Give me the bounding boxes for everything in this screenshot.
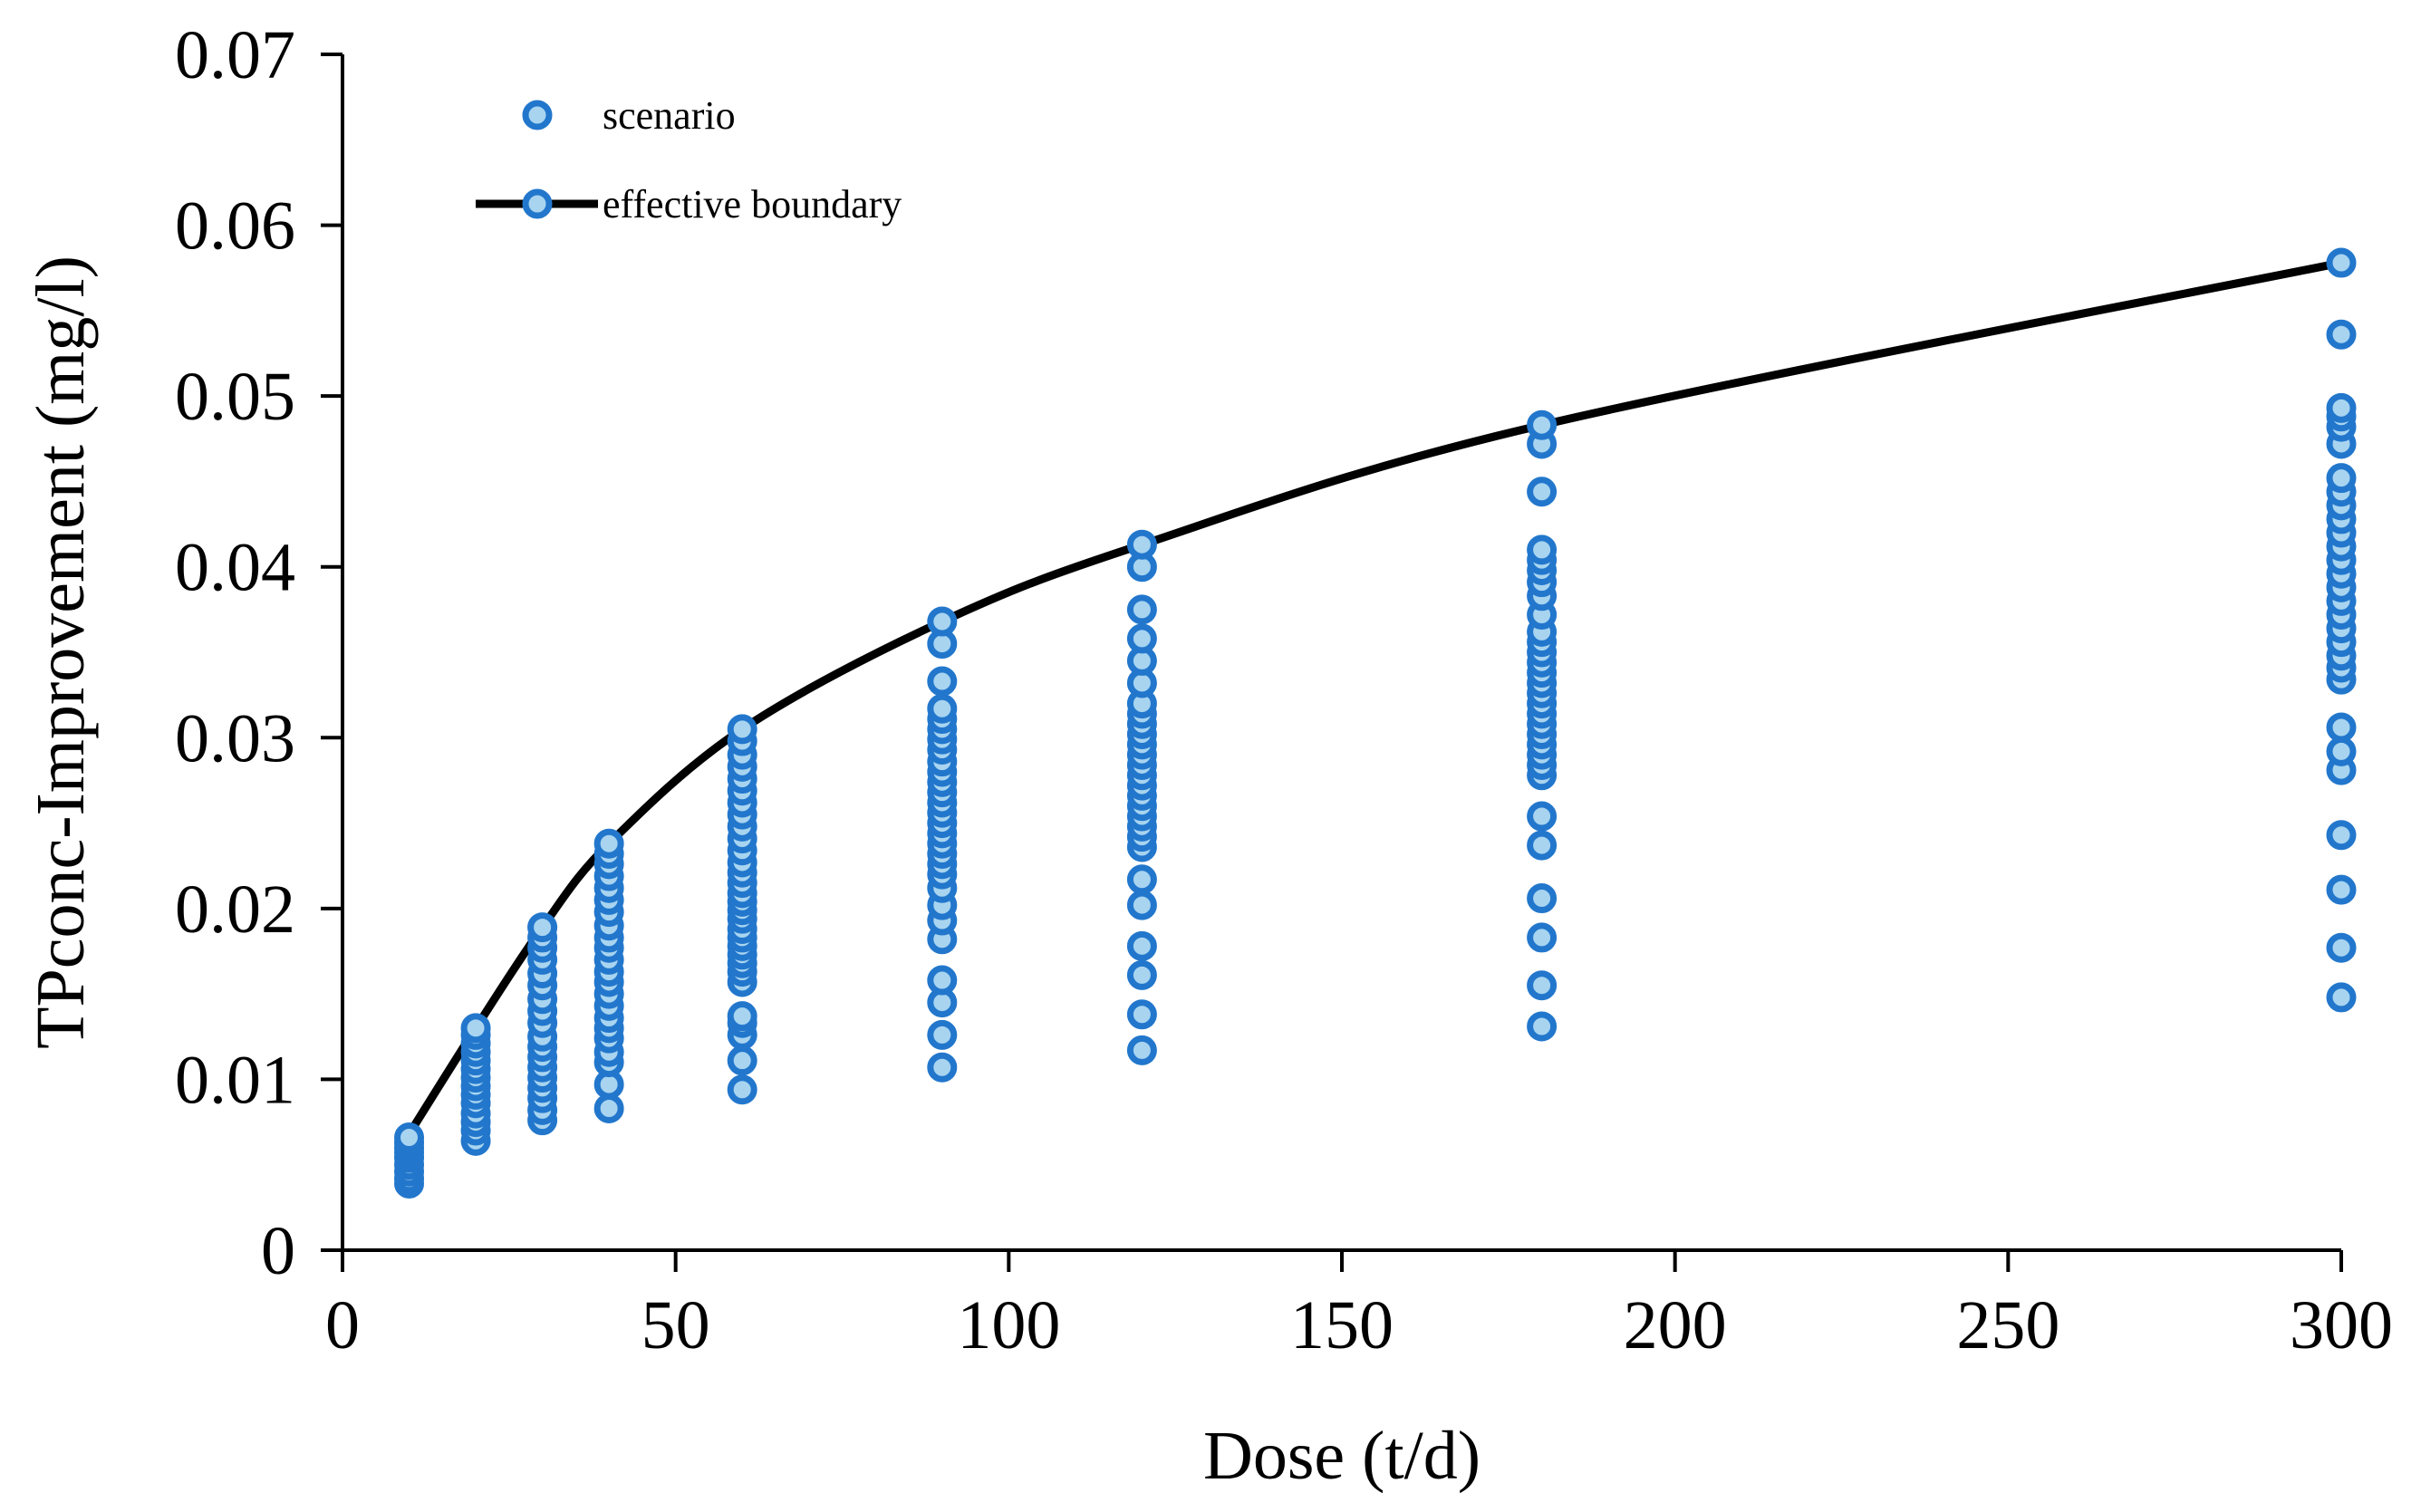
scenario-point bbox=[1527, 883, 1558, 914]
x-tick-label: 150 bbox=[1290, 1287, 1394, 1363]
scenario-point bbox=[1126, 623, 1157, 654]
y-tick-label: 0.04 bbox=[175, 530, 295, 606]
scenario-point bbox=[1527, 801, 1558, 832]
scenario-point bbox=[927, 693, 958, 724]
scenario-point bbox=[2326, 874, 2357, 905]
scenario-point bbox=[2326, 712, 2357, 743]
y-tick-label: 0 bbox=[261, 1213, 295, 1289]
scenario-point bbox=[927, 1019, 958, 1050]
scenario-point bbox=[1527, 477, 1558, 507]
x-tick-label: 0 bbox=[325, 1287, 360, 1363]
scenario-point bbox=[1126, 594, 1157, 625]
scenario-point bbox=[593, 1093, 624, 1123]
scenario-point bbox=[527, 912, 558, 943]
scenario-point bbox=[1126, 959, 1157, 990]
legend-scenario-marker bbox=[522, 100, 553, 130]
x-axis-title: Dose (t/d) bbox=[1203, 1418, 1481, 1494]
scenario-point bbox=[1126, 890, 1157, 920]
scenario-point bbox=[2326, 932, 2357, 963]
axes: 0 50 100 150 200 250 300 0 0.01 0.02 0.03 0.04 0.05 0… bbox=[175, 17, 2393, 1363]
scenario-point bbox=[1126, 999, 1157, 1030]
x-tick-label: 250 bbox=[1956, 1287, 2059, 1363]
scenario-point bbox=[927, 965, 958, 996]
boundary-line-layer bbox=[405, 258, 2342, 1137]
scenario-point bbox=[1527, 830, 1558, 861]
scenario-point bbox=[727, 1001, 757, 1032]
legend-boundary-marker bbox=[522, 188, 553, 219]
scenario-point bbox=[927, 606, 958, 637]
scenario-point bbox=[1126, 864, 1157, 895]
scenario-point bbox=[927, 1052, 958, 1083]
y-tick-label: 0.01 bbox=[175, 1042, 295, 1118]
scenario-point bbox=[1527, 409, 1558, 440]
scenario-point bbox=[593, 828, 624, 859]
scenario-point bbox=[2326, 463, 2357, 494]
scenario-point bbox=[394, 1122, 425, 1153]
y-tick-label: 0.03 bbox=[175, 700, 295, 776]
y-tick-label: 0.06 bbox=[175, 188, 295, 265]
scenario-point bbox=[1126, 529, 1157, 560]
y-tick-label: 0.02 bbox=[175, 872, 295, 948]
scenario-point bbox=[1126, 1035, 1157, 1065]
legend: scenario effective boundary bbox=[476, 93, 902, 226]
scenario-point bbox=[727, 1045, 757, 1076]
y-tick-label: 0.05 bbox=[175, 359, 295, 435]
legend-scenario-label: scenario bbox=[603, 93, 736, 138]
scenario-point bbox=[1126, 930, 1157, 961]
scenario-point bbox=[927, 666, 958, 697]
x-tick-label: 300 bbox=[2290, 1287, 2393, 1363]
scenario-point bbox=[2326, 982, 2357, 1013]
y-axis-title: TPconc-Improvement (mg/l) bbox=[23, 255, 99, 1049]
scenario-point bbox=[2326, 247, 2357, 278]
scenario-point bbox=[2326, 736, 2357, 766]
scenario-point bbox=[1527, 1011, 1558, 1042]
scenario-point bbox=[460, 1013, 491, 1044]
effective-boundary-line bbox=[405, 258, 2342, 1137]
x-tick-label: 50 bbox=[641, 1287, 710, 1363]
scenario-point bbox=[1527, 970, 1558, 1001]
legend-boundary-label: effective boundary bbox=[603, 182, 902, 226]
x-tick-label: 200 bbox=[1624, 1287, 1727, 1363]
scenario-point bbox=[1527, 534, 1558, 565]
scenario-point bbox=[2326, 820, 2357, 851]
scenario-point bbox=[2326, 392, 2357, 423]
scatter-points-layer bbox=[394, 247, 2357, 1199]
x-tick-label: 100 bbox=[957, 1287, 1060, 1363]
scenario-point bbox=[727, 1074, 757, 1105]
scenario-point bbox=[727, 714, 757, 745]
scenario-point bbox=[1527, 922, 1558, 953]
scenario-point bbox=[2326, 319, 2357, 350]
y-tick-label: 0.07 bbox=[175, 17, 295, 93]
